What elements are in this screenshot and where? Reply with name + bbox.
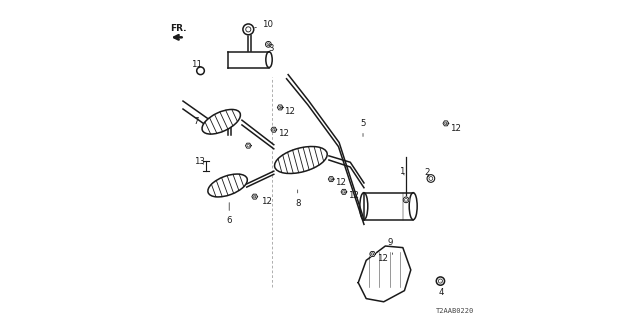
Circle shape [266,42,271,47]
Text: 12: 12 [446,123,461,132]
Text: T2AAB0220: T2AAB0220 [436,308,474,314]
Circle shape [443,121,449,126]
Text: FR.: FR. [170,24,186,33]
Text: 8: 8 [295,190,300,207]
Text: 11: 11 [191,60,202,69]
Text: 3: 3 [268,44,275,53]
Text: 12: 12 [331,179,346,188]
Text: 12: 12 [255,197,272,206]
Text: 7: 7 [193,117,204,126]
Text: 2: 2 [424,168,429,177]
Text: 9: 9 [387,238,393,254]
Circle shape [427,175,435,182]
Text: 1: 1 [399,167,405,176]
Bar [228,52,269,68]
Circle shape [277,105,283,110]
Bar [364,193,413,220]
Polygon shape [358,246,411,302]
Ellipse shape [208,174,247,197]
Text: 6: 6 [227,203,232,225]
Circle shape [341,189,347,195]
Text: 12: 12 [280,107,295,116]
Circle shape [370,251,376,257]
Text: 12: 12 [274,129,289,138]
Circle shape [243,24,253,35]
Text: 12: 12 [344,191,359,200]
Circle shape [328,176,334,182]
Ellipse shape [202,109,241,134]
Circle shape [196,67,204,75]
Text: 5: 5 [360,119,366,137]
Text: 13: 13 [194,157,205,166]
Circle shape [403,197,409,203]
Text: 4: 4 [438,282,444,297]
Circle shape [436,277,445,285]
Circle shape [252,194,257,199]
Text: 10: 10 [255,20,273,29]
Ellipse shape [275,147,327,173]
Text: 12: 12 [372,254,388,263]
Circle shape [271,127,276,132]
Circle shape [246,143,251,148]
